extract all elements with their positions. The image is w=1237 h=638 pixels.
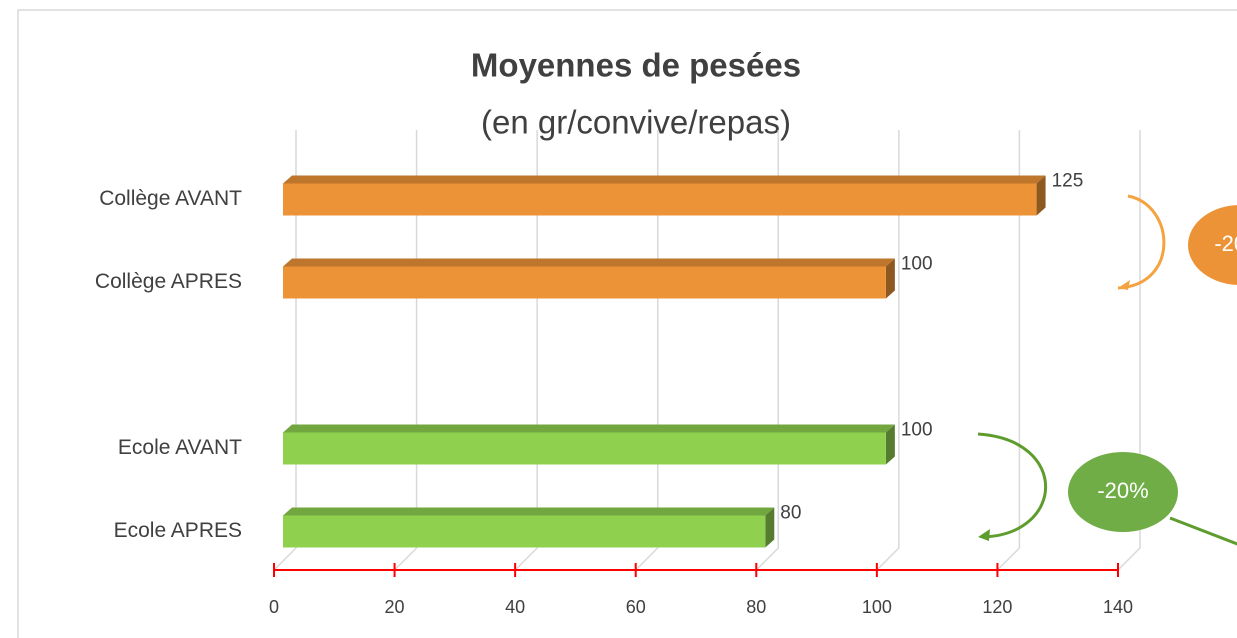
x-tick-label: 20 [385, 597, 405, 617]
bar-front [283, 183, 1037, 216]
arrow-green [977, 432, 1047, 539]
arrow-head [978, 529, 990, 541]
x-tick-label: 60 [626, 597, 646, 617]
value-label: 100 [901, 420, 933, 441]
y-tick-label: Ecole APRES [114, 519, 242, 542]
bar [283, 424, 895, 465]
y-tick-label: Collège APRES [95, 270, 242, 293]
arrow-orange [1117, 194, 1166, 290]
grid-line [1117, 130, 1141, 571]
bar-front [283, 266, 886, 299]
bar [283, 258, 895, 299]
x-tick-label: 140 [1103, 597, 1133, 617]
grid-line [876, 130, 900, 571]
bar [283, 175, 1046, 216]
annotation-text: -20% [1097, 478, 1148, 503]
connector [1169, 516, 1237, 546]
bar-top [283, 175, 1046, 184]
annotations: -20% -20% [1068, 205, 1237, 532]
value-label: 80 [780, 503, 801, 524]
chart-title: Moyennes de pesées [471, 47, 801, 84]
bar-side [885, 424, 895, 465]
bars [283, 175, 1046, 548]
x-tick-label: 100 [862, 597, 892, 617]
y-tick-label: Ecole AVANT [118, 436, 242, 459]
value-label: 100 [901, 254, 933, 275]
x-axis: 0 20 40 60 80 100 120 140 [269, 563, 1133, 617]
annotation-bubble [1068, 452, 1178, 532]
bar-side [765, 507, 775, 548]
y-tick-label: Collège AVANT [99, 187, 242, 210]
x-tick-label: 120 [982, 597, 1012, 617]
bar-top [283, 507, 775, 516]
annotation-bubble [1188, 205, 1237, 285]
bar-top [283, 258, 895, 267]
x-tick-label: 0 [269, 597, 279, 617]
bar-side [1036, 175, 1046, 216]
bar-front [283, 515, 766, 548]
grid-line [996, 130, 1021, 571]
bar-side [885, 258, 895, 299]
value-label: 125 [1052, 171, 1084, 192]
x-tick-label: 80 [746, 597, 766, 617]
bar [283, 507, 775, 548]
annotation-text: -20% [1214, 231, 1237, 256]
bar-front [283, 432, 886, 465]
x-tick-label: 40 [505, 597, 525, 617]
chart-subtitle: (en gr/convive/repas) [481, 104, 791, 141]
bar-top [283, 424, 895, 433]
arrow-head [1118, 280, 1130, 290]
